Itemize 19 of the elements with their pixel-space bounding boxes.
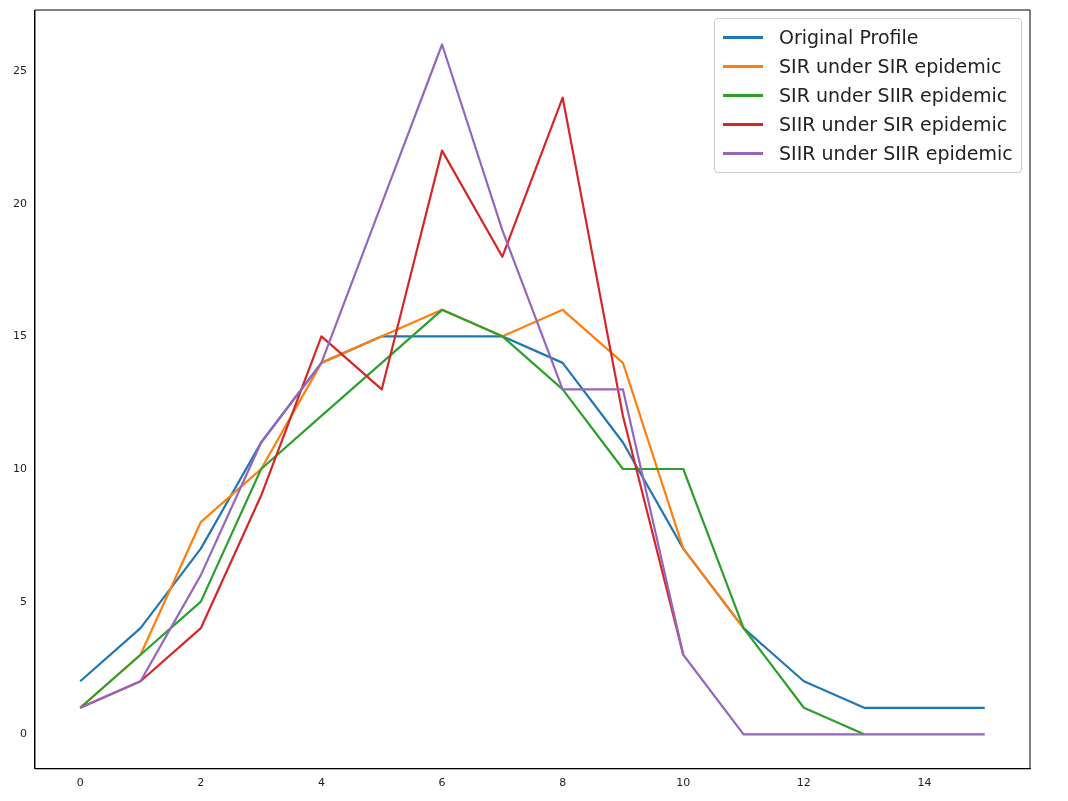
legend-label: SIIR under SIIR epidemic bbox=[779, 141, 1013, 166]
legend-label: Original Profile bbox=[779, 25, 919, 50]
x-tick-label: 10 bbox=[676, 776, 691, 790]
y-tick-label: 20 bbox=[13, 196, 27, 210]
y-tick-label: 5 bbox=[20, 594, 27, 608]
legend-label: SIIR under SIR epidemic bbox=[779, 112, 1008, 137]
legend-label: SIR under SIR epidemic bbox=[779, 54, 1002, 79]
x-tick-label: 2 bbox=[197, 776, 205, 790]
y-tick-label: 15 bbox=[13, 329, 27, 343]
legend-label: SIR under SIIR epidemic bbox=[779, 83, 1008, 108]
y-tick-label: 10 bbox=[13, 461, 27, 475]
x-tick-label: 4 bbox=[317, 776, 325, 790]
x-tick-label: 0 bbox=[76, 776, 84, 790]
x-tick-label: 6 bbox=[438, 776, 446, 790]
y-tick-label: 0 bbox=[20, 727, 27, 741]
y-tick-label: 25 bbox=[13, 63, 27, 77]
x-tick-label: 12 bbox=[796, 776, 811, 790]
x-tick-label: 8 bbox=[559, 776, 567, 790]
x-tick-label: 14 bbox=[917, 776, 932, 790]
